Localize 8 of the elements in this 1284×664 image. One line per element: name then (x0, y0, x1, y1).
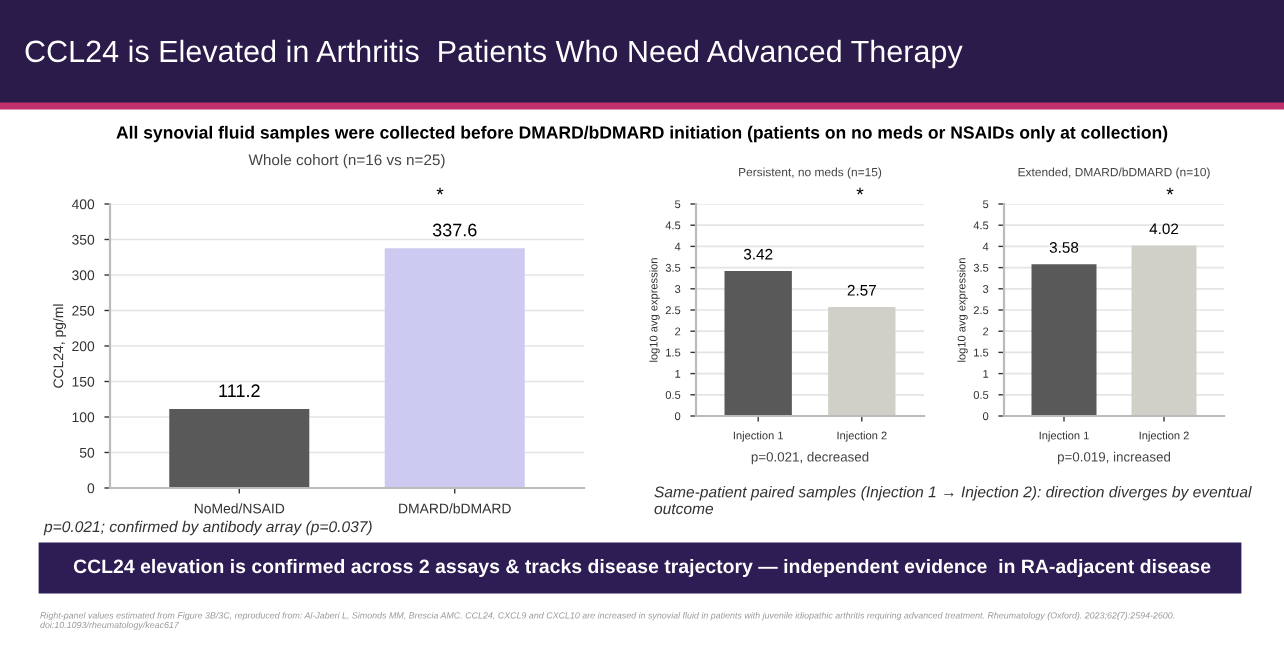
text: * (1166, 187, 1174, 195)
data-label: 337.6 (432, 223, 477, 237)
text: * (436, 187, 444, 195)
text: * (856, 187, 864, 195)
text: CCL24 is Elevated in Arthritis Patients Who Need Advanced Therapy (25, 39, 963, 69)
data-label: 111.2 (219, 384, 260, 397)
text: All synovial fluid samples were collected before DMARD/bDMARD initiation (patients on no meds or NSAIDs only at collection) (116, 125, 1168, 143)
text: CCL24 elevation is confirmed across 2 assays & tracks disease trajectory — independent evidence in RA-adjacent disease (73, 558, 1211, 578)
